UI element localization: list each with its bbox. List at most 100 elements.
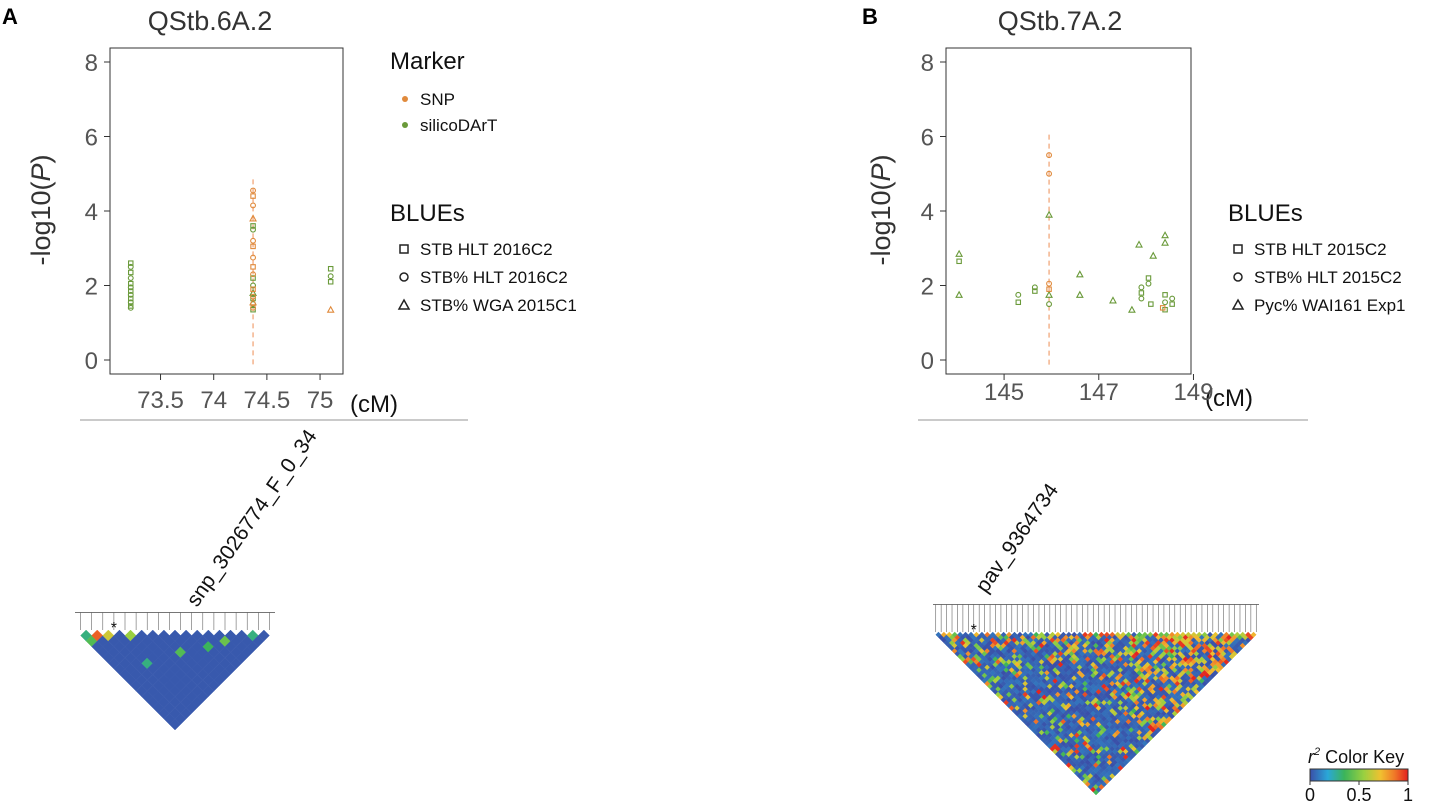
data-point-silicodart	[327, 273, 334, 280]
data-point-silicodart	[128, 288, 134, 294]
data-point-silicodart	[127, 275, 134, 281]
legend-triangle-icon	[1231, 298, 1245, 310]
data-point-silicodart	[1015, 291, 1022, 298]
data-point-silicodart	[1138, 290, 1145, 296]
panel-a-xunit: (cM)	[350, 391, 398, 418]
panel-b-x-axis: 145 147 149	[984, 374, 1213, 406]
legend-triangle-icon	[397, 298, 411, 310]
panel-b-ylabel-prefix: -log10(	[866, 181, 896, 265]
data-point-snp	[250, 271, 257, 278]
y-tick-label: 6	[921, 125, 934, 152]
panel-b-legend-blues-1: STB HLT 2015C2	[1254, 240, 1387, 259]
data-point-snp	[1046, 152, 1053, 159]
data-point-silicodart	[1032, 288, 1038, 294]
panel-b-ylabel: -log10(P)	[866, 154, 896, 265]
panel-a-ylabel-prefix: -log10(	[26, 181, 56, 265]
data-point-silicodart	[127, 263, 134, 270]
data-point-snp	[250, 254, 257, 261]
data-point-silicodart	[127, 291, 134, 298]
panel-a-label: A	[2, 4, 18, 29]
y-tick-label: 4	[85, 199, 98, 226]
svg-text:-log10(P): -log10(P)	[866, 154, 896, 265]
ld-cell	[1250, 631, 1257, 638]
data-point-silicodart	[1075, 290, 1084, 298]
svg-text:-log10(P): -log10(P)	[26, 154, 56, 265]
panel-b-title: QStb.7A.2	[998, 6, 1123, 36]
data-point-silicodart	[250, 226, 257, 233]
legend-snp-label: SNP	[420, 90, 455, 109]
panel-b-ld-heatmap: *	[933, 604, 1259, 796]
panel-b-legend-blues-title: BLUEs	[1228, 200, 1303, 227]
color-key-bar	[1309, 768, 1409, 782]
data-point-snp	[1046, 280, 1053, 287]
data-point-snp	[250, 202, 257, 209]
panel-b-label: B	[862, 4, 878, 29]
data-point-silicodart	[127, 299, 134, 306]
data-point-snp	[250, 243, 256, 250]
data-point-silicodart	[1046, 301, 1053, 308]
x-tick-label: 74.5	[244, 387, 291, 414]
data-point-silicodart	[1031, 284, 1038, 291]
legend-circle-icon	[1233, 272, 1243, 282]
data-point-snp	[250, 187, 257, 194]
panel-a-legend-blues-3: STB% WGA 2015C1	[420, 296, 577, 315]
panel-b-xunit: (cM)	[1205, 385, 1253, 412]
panel-b-ld-marker-label: pav_9364734	[971, 479, 1063, 597]
data-point-silicodart	[1148, 301, 1154, 307]
y-tick-label: 8	[85, 50, 98, 77]
color-key-title: r2 Color Key	[1308, 746, 1404, 767]
color-key-title-text: Color Key	[1320, 747, 1404, 767]
x-tick-label: 75	[307, 387, 334, 414]
data-point-snp	[249, 298, 257, 306]
data-point-silicodart	[250, 275, 256, 281]
panel-a-plot-frame	[109, 47, 344, 375]
data-point-silicodart	[128, 260, 134, 266]
data-point-snp	[1159, 305, 1166, 311]
genetic-map-bar	[933, 604, 1259, 605]
data-point-silicodart	[250, 282, 257, 289]
data-point-silicodart	[1127, 305, 1136, 313]
y-tick-label: 0	[921, 348, 934, 375]
panel-a-title: QStb.6A.2	[148, 6, 273, 36]
data-point-silicodart	[955, 290, 964, 298]
legend-snp-dot	[402, 96, 408, 102]
data-point-silicodart	[1045, 290, 1053, 298]
panel-b-legend-blues-2: STB% HLT 2015C2	[1254, 268, 1402, 287]
data-point-silicodart	[249, 288, 257, 297]
data-point-silicodart	[1169, 301, 1175, 307]
data-point-silicodart	[250, 223, 256, 229]
panel-a-ylabel: -log10(P)	[26, 154, 56, 265]
data-point-silicodart	[1135, 240, 1143, 248]
genetic-map-bar	[75, 612, 275, 613]
x-tick-label: 145	[984, 379, 1024, 406]
x-tick-label: 73.5	[137, 387, 184, 414]
x-tick-label: 147	[1079, 379, 1119, 406]
panel-b-points	[955, 152, 1176, 313]
legend-silicodart-label: silicoDArT	[420, 116, 497, 135]
data-point-silicodart	[956, 258, 962, 265]
data-point-silicodart	[128, 295, 134, 302]
panel-a-legend-marker-title: Marker	[390, 48, 465, 75]
color-key-title-sup: 2	[1313, 746, 1320, 758]
data-point-snp	[326, 305, 335, 313]
data-point-silicodart	[128, 269, 134, 276]
data-point-silicodart	[1138, 284, 1145, 291]
panel-a-legend-blues-1: STB HLT 2016C2	[420, 240, 553, 259]
y-tick-label: 0	[85, 348, 98, 375]
data-point-silicodart	[1162, 299, 1169, 306]
data-point-silicodart	[1161, 238, 1169, 246]
data-point-silicodart	[127, 284, 134, 291]
ld-marker-asterisk: *	[971, 622, 977, 639]
panel-a-ylabel-suffix: )	[26, 154, 56, 163]
ld-marker-asterisk: *	[111, 620, 117, 637]
y-tick-label: 4	[921, 199, 934, 226]
panel-a-x-axis: 73.5 74 74.5 75	[137, 374, 333, 414]
legend-circle-icon	[399, 272, 409, 282]
data-point-silicodart	[327, 279, 334, 285]
panel-b-y-axis: 0 2 4 6 8	[921, 50, 946, 375]
data-point-snp	[250, 264, 256, 270]
data-point-snp	[250, 286, 256, 292]
y-tick-label: 6	[85, 125, 98, 152]
